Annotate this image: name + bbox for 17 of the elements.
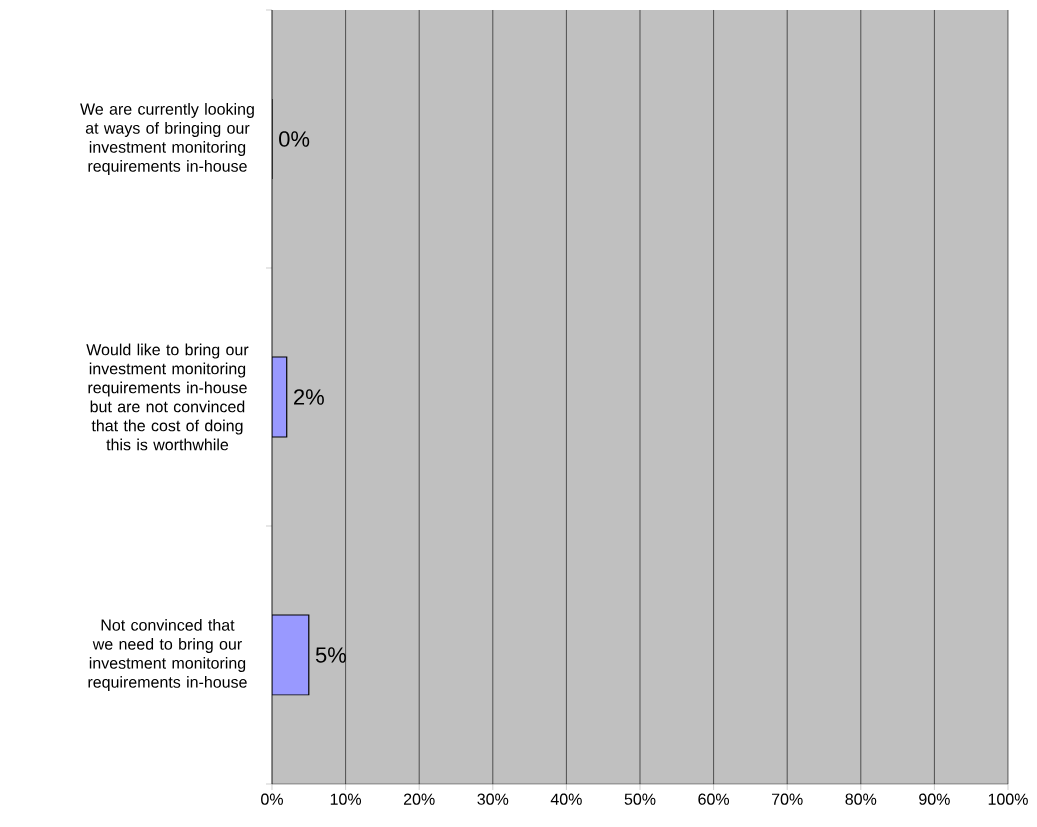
x-tick-label: 10% bbox=[330, 793, 362, 805]
x-tick-label: 70% bbox=[772, 793, 803, 805]
y-tick-label: Not convinced that we need to bring our investment monitoring requirements in-house bbox=[88, 619, 247, 691]
x-tick-label: 40% bbox=[550, 793, 582, 805]
x-tick-label: 80% bbox=[845, 793, 877, 805]
x-tick-label: 60% bbox=[698, 793, 730, 805]
data-label: 2% bbox=[294, 389, 324, 405]
y-tick-label: Would like to bring our investment monitoring requirements in-house but are not convinced that the cost of doing this is worthwhile bbox=[86, 343, 249, 451]
y-tick-label: We are currently looking at ways of bringing our investment monitoring requirements in-house bbox=[80, 103, 254, 175]
x-tick-label: 100% bbox=[988, 793, 1028, 805]
x-tick-label: 30% bbox=[477, 793, 509, 805]
x-tick-label: 20% bbox=[403, 793, 435, 805]
x-tick-label: 0% bbox=[261, 793, 283, 805]
data-label: 0% bbox=[279, 131, 310, 147]
x-tick-label: 90% bbox=[919, 793, 950, 805]
data-label: 5% bbox=[315, 647, 347, 663]
x-tick-label: 50% bbox=[624, 793, 656, 805]
